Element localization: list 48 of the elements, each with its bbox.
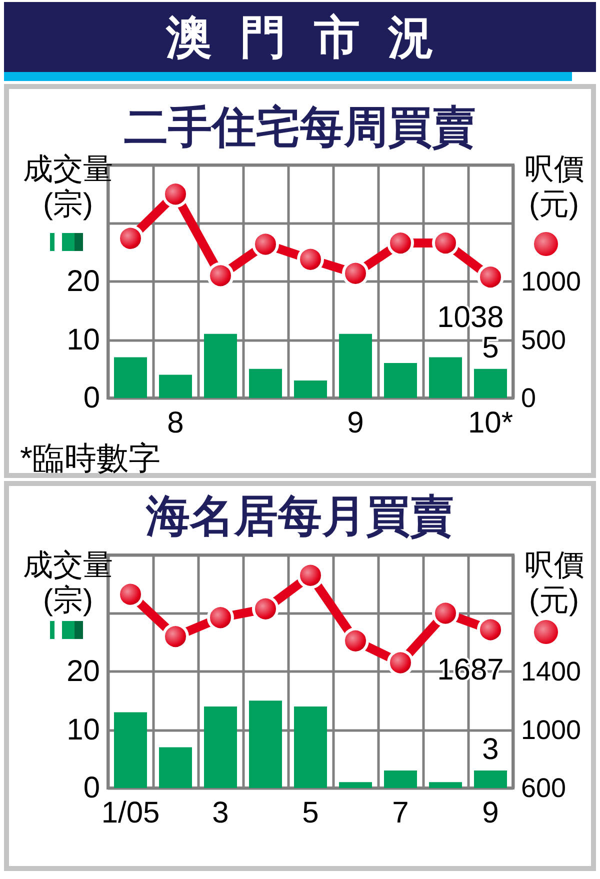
x-tick-label: 7 <box>392 796 409 830</box>
y-tick-label: 0 <box>83 772 100 804</box>
y2-tick-label: 1000 <box>521 714 582 745</box>
bar <box>159 747 192 788</box>
chart-title: 海名居每月買賣 <box>144 492 455 541</box>
y2-tick-label: 500 <box>521 324 566 355</box>
x-tick-label: 9 <box>347 406 364 440</box>
bar <box>474 770 507 788</box>
bar <box>249 368 282 398</box>
y-axis-title: 成交量(宗) <box>22 152 114 222</box>
bar <box>339 334 372 398</box>
y2-axis-title: 呎價(元) <box>523 548 585 618</box>
bar <box>474 368 507 398</box>
bar <box>384 363 417 398</box>
y2-tick-label: 600 <box>521 773 566 803</box>
y-tick-label: 10 <box>66 323 100 356</box>
chart-subtitle: 二手住宅每周買賣 <box>123 103 477 152</box>
x-tick-label: 3 <box>212 796 229 830</box>
y-tick-label: 20 <box>66 265 100 298</box>
data-label: 1687 <box>437 654 504 687</box>
y-tick-label: 0 <box>83 382 100 414</box>
x-tick-label: 8 <box>167 406 184 440</box>
y2-tick-label: 1400 <box>521 656 582 686</box>
bar <box>114 712 147 788</box>
y2-tick-label: 1000 <box>521 266 582 296</box>
y2-tick-label: 0 <box>521 383 536 413</box>
bar <box>204 706 237 788</box>
bar <box>204 334 237 398</box>
x-tick-label: 1/05 <box>101 796 160 830</box>
y-tick-label: 10 <box>66 713 100 746</box>
bar <box>429 357 462 398</box>
bar <box>159 374 192 398</box>
data-label: 3 <box>482 733 499 766</box>
chart-title: 澳門市況 <box>4 2 596 72</box>
bar <box>294 380 327 398</box>
bar <box>429 782 462 788</box>
y-axis-title: 成交量(宗) <box>22 548 114 618</box>
y-tick-label: 20 <box>66 655 100 688</box>
bar <box>384 770 417 788</box>
bar <box>294 706 327 788</box>
bar <box>339 782 372 788</box>
y2-axis-title: 呎價(元) <box>523 152 585 222</box>
bar <box>114 357 147 398</box>
x-tick-label: 5 <box>302 796 319 830</box>
x-tick-label: 10* <box>468 406 514 440</box>
x-tick-label: 9 <box>482 796 499 830</box>
bar <box>249 700 282 788</box>
text: *臨時數字 <box>20 440 160 476</box>
